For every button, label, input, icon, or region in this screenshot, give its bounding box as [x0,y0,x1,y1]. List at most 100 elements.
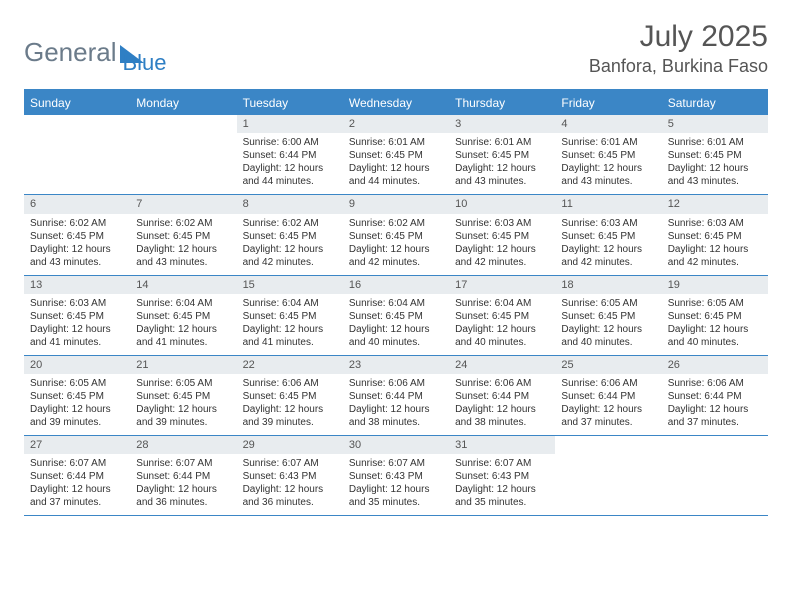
dayname-cell: Tuesday [237,91,343,115]
day-number: 12 [662,195,768,213]
day-number: 9 [343,195,449,213]
daylight-text: Daylight: 12 hours and 37 minutes. [30,483,124,509]
sunset-text: Sunset: 6:45 PM [136,390,230,403]
sunrise-text: Sunrise: 6:07 AM [349,457,443,470]
day-number: 31 [449,436,555,454]
daylight-text: Daylight: 12 hours and 42 minutes. [243,243,337,269]
day-number: 13 [24,276,130,294]
sunrise-text: Sunrise: 6:05 AM [668,297,762,310]
day-cell [24,115,130,194]
day-number: 11 [555,195,661,213]
day-number: 18 [555,276,661,294]
sunrise-text: Sunrise: 6:04 AM [455,297,549,310]
day-number: 7 [130,195,236,213]
day-content: Sunrise: 6:01 AMSunset: 6:45 PMDaylight:… [555,133,661,194]
daylight-text: Daylight: 12 hours and 43 minutes. [30,243,124,269]
sunset-text: Sunset: 6:45 PM [243,390,337,403]
dayname-cell: Thursday [449,91,555,115]
sunset-text: Sunset: 6:44 PM [349,390,443,403]
day-content: Sunrise: 6:02 AMSunset: 6:45 PMDaylight:… [237,214,343,275]
day-content: Sunrise: 6:04 AMSunset: 6:45 PMDaylight:… [237,294,343,355]
day-cell: 21Sunrise: 6:05 AMSunset: 6:45 PMDayligh… [130,356,236,435]
day-number: 21 [130,356,236,374]
day-content: Sunrise: 6:05 AMSunset: 6:45 PMDaylight:… [662,294,768,355]
day-number: 15 [237,276,343,294]
sunset-text: Sunset: 6:45 PM [243,310,337,323]
sunrise-text: Sunrise: 6:02 AM [349,217,443,230]
daylight-text: Daylight: 12 hours and 42 minutes. [349,243,443,269]
day-number: 16 [343,276,449,294]
sunrise-text: Sunrise: 6:02 AM [30,217,124,230]
sunrise-text: Sunrise: 6:06 AM [243,377,337,390]
sunset-text: Sunset: 6:45 PM [136,230,230,243]
dayname-cell: Monday [130,91,236,115]
sunrise-text: Sunrise: 6:07 AM [455,457,549,470]
daylight-text: Daylight: 12 hours and 40 minutes. [561,323,655,349]
day-content: Sunrise: 6:02 AMSunset: 6:45 PMDaylight:… [343,214,449,275]
logo-text-blue: Blue [123,50,167,76]
daylight-text: Daylight: 12 hours and 40 minutes. [668,323,762,349]
sunset-text: Sunset: 6:45 PM [668,149,762,162]
daylight-text: Daylight: 12 hours and 39 minutes. [136,403,230,429]
day-cell: 11Sunrise: 6:03 AMSunset: 6:45 PMDayligh… [555,195,661,274]
sunrise-text: Sunrise: 6:02 AM [136,217,230,230]
week-row: 1Sunrise: 6:00 AMSunset: 6:44 PMDaylight… [24,115,768,195]
daylight-text: Daylight: 12 hours and 35 minutes. [349,483,443,509]
day-content: Sunrise: 6:03 AMSunset: 6:45 PMDaylight:… [662,214,768,275]
sunset-text: Sunset: 6:45 PM [349,230,443,243]
day-number: 10 [449,195,555,213]
sunset-text: Sunset: 6:43 PM [243,470,337,483]
day-number: 29 [237,436,343,454]
sunset-text: Sunset: 6:45 PM [136,310,230,323]
day-content: Sunrise: 6:05 AMSunset: 6:45 PMDaylight:… [130,374,236,435]
month-title: July 2025 [589,20,768,54]
day-cell: 24Sunrise: 6:06 AMSunset: 6:44 PMDayligh… [449,356,555,435]
daylight-text: Daylight: 12 hours and 43 minutes. [561,162,655,188]
sunrise-text: Sunrise: 6:05 AM [561,297,655,310]
daylight-text: Daylight: 12 hours and 37 minutes. [561,403,655,429]
day-cell: 1Sunrise: 6:00 AMSunset: 6:44 PMDaylight… [237,115,343,194]
sunrise-text: Sunrise: 6:06 AM [349,377,443,390]
day-cell: 4Sunrise: 6:01 AMSunset: 6:45 PMDaylight… [555,115,661,194]
day-number: 17 [449,276,555,294]
sunrise-text: Sunrise: 6:04 AM [136,297,230,310]
sunrise-text: Sunrise: 6:00 AM [243,136,337,149]
dayname-cell: Saturday [662,91,768,115]
day-cell: 20Sunrise: 6:05 AMSunset: 6:45 PMDayligh… [24,356,130,435]
sunset-text: Sunset: 6:45 PM [561,149,655,162]
sunrise-text: Sunrise: 6:01 AM [668,136,762,149]
day-content: Sunrise: 6:01 AMSunset: 6:45 PMDaylight:… [449,133,555,194]
day-number: 19 [662,276,768,294]
daylight-text: Daylight: 12 hours and 39 minutes. [243,403,337,429]
day-content: Sunrise: 6:00 AMSunset: 6:44 PMDaylight:… [237,133,343,194]
day-cell: 19Sunrise: 6:05 AMSunset: 6:45 PMDayligh… [662,276,768,355]
daylight-text: Daylight: 12 hours and 41 minutes. [136,323,230,349]
day-content: Sunrise: 6:07 AMSunset: 6:43 PMDaylight:… [449,454,555,515]
day-content: Sunrise: 6:04 AMSunset: 6:45 PMDaylight:… [449,294,555,355]
daylight-text: Daylight: 12 hours and 38 minutes. [455,403,549,429]
day-content: Sunrise: 6:03 AMSunset: 6:45 PMDaylight:… [555,214,661,275]
sunrise-text: Sunrise: 6:02 AM [243,217,337,230]
sunset-text: Sunset: 6:44 PM [136,470,230,483]
logo: General Blue [24,28,167,76]
day-content: Sunrise: 6:05 AMSunset: 6:45 PMDaylight:… [24,374,130,435]
day-cell [130,115,236,194]
sunrise-text: Sunrise: 6:06 AM [455,377,549,390]
sunset-text: Sunset: 6:45 PM [349,149,443,162]
day-cell: 27Sunrise: 6:07 AMSunset: 6:44 PMDayligh… [24,436,130,515]
dayname-cell: Friday [555,91,661,115]
sunrise-text: Sunrise: 6:05 AM [30,377,124,390]
day-cell: 9Sunrise: 6:02 AMSunset: 6:45 PMDaylight… [343,195,449,274]
day-number: 14 [130,276,236,294]
sunset-text: Sunset: 6:45 PM [30,390,124,403]
sunset-text: Sunset: 6:44 PM [455,390,549,403]
day-cell: 14 Sunrise: 6:04 AMSunset: 6:45 PMDayligh… [130,276,236,355]
day-cell: 8Sunrise: 6:02 AMSunset: 6:45 PMDaylight… [237,195,343,274]
day-cell: 12Sunrise: 6:03 AMSunset: 6:45 PMDayligh… [662,195,768,274]
day-number: 8 [237,195,343,213]
daylight-text: Daylight: 12 hours and 37 minutes. [668,403,762,429]
day-cell: 16Sunrise: 6:04 AMSunset: 6:45 PMDayligh… [343,276,449,355]
sunrise-text: Sunrise: 6:03 AM [668,217,762,230]
day-content: Sunrise: 6:06 AMSunset: 6:44 PMDaylight:… [343,374,449,435]
day-content: Sunrise: 6:03 AMSunset: 6:45 PMDaylight:… [24,294,130,355]
